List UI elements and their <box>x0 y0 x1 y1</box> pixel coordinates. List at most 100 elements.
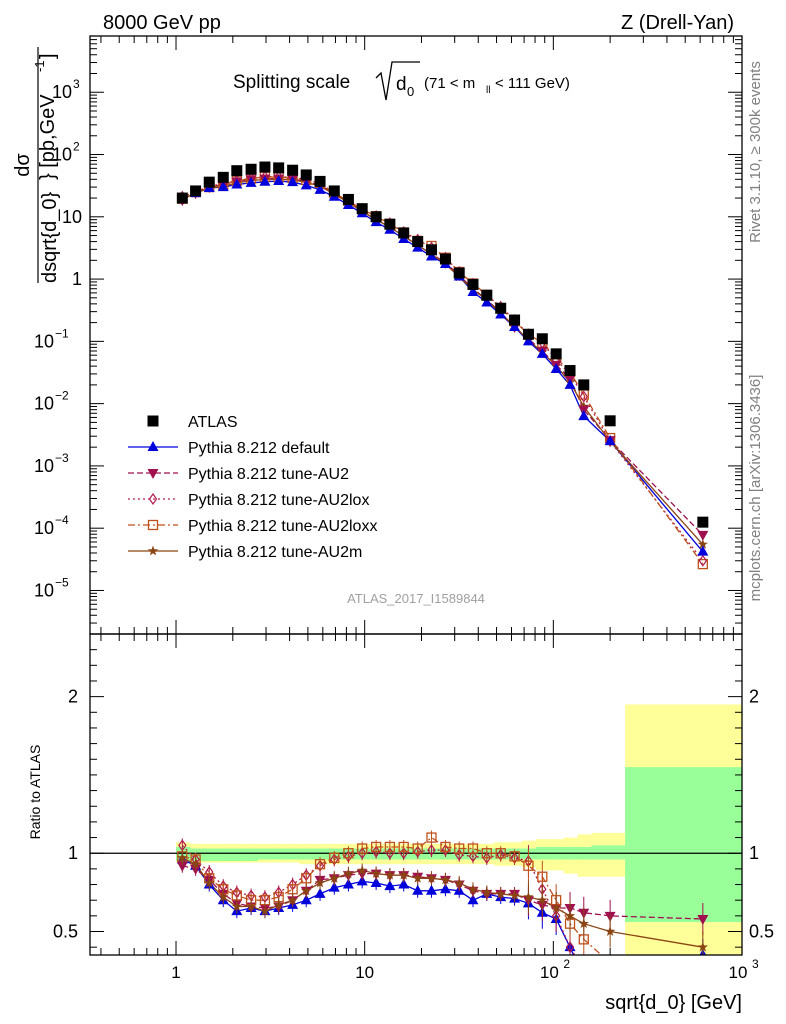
y-tick-label: 10 <box>34 518 54 538</box>
y-tick-label-exp: −1 <box>55 326 69 340</box>
x-tick-label-exp: 2 <box>563 957 570 971</box>
y-tick-label: 10 <box>62 207 82 227</box>
ratio-point-AU2lox <box>357 847 367 860</box>
ratio-point-AU2m <box>481 886 492 897</box>
point-ATLAS <box>398 227 410 239</box>
ratio-point-AU2m <box>604 926 616 936</box>
ratio-point-AU2loxx <box>370 841 382 853</box>
point-ATLAS <box>245 163 257 175</box>
ratio-point-AU2m <box>301 885 312 896</box>
ratio-point-AU2m <box>218 891 229 902</box>
legend-label-AU2m: Pythia 8.212 tune-AU2m <box>188 544 362 561</box>
point-ATLAS <box>412 236 424 248</box>
ratio-point-AU2loxx <box>509 851 520 862</box>
y-label-unit: } [pb,GeV <box>37 94 59 180</box>
ratio-point-AU2m <box>384 869 396 880</box>
band-inner-segment <box>214 848 224 862</box>
point-ATLAS <box>342 193 354 205</box>
point-AU2m <box>697 538 709 549</box>
point-default <box>481 296 493 307</box>
point-default <box>578 410 590 421</box>
y-tick-label-exp: −2 <box>55 389 69 403</box>
ratio-point-AU2lox <box>371 845 381 858</box>
ratio-point-AU2loxx <box>495 848 506 859</box>
ratio-point-AU2m <box>245 901 257 911</box>
main-y-label: dσ dsqrt{d_0} } [pb,GeV -1 ] <box>12 47 61 283</box>
point-default <box>231 178 243 189</box>
ratio-point-AU2loxx <box>440 841 451 853</box>
ratio-point-default <box>328 881 340 892</box>
point-default <box>536 347 548 358</box>
ratio-point-AU2loxx <box>301 873 312 884</box>
ratio-point-AU2m <box>467 883 479 894</box>
point-ATLAS <box>370 211 382 223</box>
main-title-symbol: d <box>396 74 407 95</box>
ratio-point-AU2loxx <box>481 848 492 859</box>
point-default <box>245 176 257 187</box>
point-ATLAS <box>190 185 202 197</box>
ratio-point-AU2m <box>259 905 271 916</box>
point-ATLAS <box>217 171 229 183</box>
legend-label-AU2: Pythia 8.212 tune-AU2 <box>188 466 349 483</box>
ratio-point-default <box>314 887 326 898</box>
ratio-point-AU2loxx <box>329 852 340 864</box>
band-inner-segment <box>257 848 272 860</box>
main-title-range: (71 < m <box>424 75 475 92</box>
ratio-point-AU2m <box>509 890 520 900</box>
legend-label-AU2loxx: Pythia 8.212 tune-AU2loxx <box>188 518 377 535</box>
y-label-denominator: dsqrt{d_0} <box>39 191 61 283</box>
band-inner-segment <box>494 848 509 860</box>
y-label-unit-end: ] <box>37 53 59 59</box>
legend: ATLAS Pythia 8.212 default Pythia 8.212 tu… <box>128 414 377 561</box>
legend-label-ATLAS: ATLAS <box>188 414 238 431</box>
ratio-point-default <box>342 878 354 889</box>
point-ATLAS <box>439 253 451 265</box>
band-inner-segment <box>223 848 234 862</box>
point-ATLAS <box>604 415 616 427</box>
point-ATLAS <box>287 164 299 176</box>
ratio-y-tick-label: 2 <box>68 687 78 707</box>
ratio-point-default <box>467 894 479 905</box>
ratio-point-default <box>425 884 437 895</box>
point-default <box>564 378 576 389</box>
ratio-point-default <box>412 884 424 895</box>
ratio-point-AU2lox <box>441 844 450 857</box>
watermark-label: ATLAS_2017_I1589844 <box>347 591 485 606</box>
side-label-rivet: Rivet 3.1.10, ≥ 300k events <box>747 61 764 243</box>
main-title-range-end: < 111 GeV) <box>495 75 570 92</box>
band-inner-segment <box>625 767 743 923</box>
ratio-point-AU2m <box>357 864 368 875</box>
header-left: 8000 GeV pp <box>103 12 221 34</box>
ratio-point-AU2m <box>697 941 709 952</box>
main-title-range-sub: ll <box>486 85 490 96</box>
y-tick-label: 10 <box>52 82 72 102</box>
band-inner-segment <box>522 848 537 860</box>
point-default <box>522 335 534 346</box>
ratio-point-default <box>384 880 396 891</box>
point-ATLAS <box>356 203 368 215</box>
x-tick-label: 1 <box>171 963 180 982</box>
y-label-unit-sup: -1 <box>32 60 47 72</box>
ratio-point-AU2m <box>190 858 201 869</box>
x-tick-label: 10 <box>355 963 374 982</box>
band-inner-segment <box>285 848 300 860</box>
legend-marker-ATLAS <box>147 415 159 427</box>
point-ATLAS <box>481 289 493 301</box>
series-line-AU2loxx <box>182 176 704 565</box>
ratio-point-AU2m <box>564 910 576 921</box>
x-tick-label-exp: 3 <box>752 957 759 971</box>
band-inner-segment <box>203 848 215 862</box>
legend-label-default: Pythia 8.212 default <box>188 440 330 457</box>
ratio-y-label: Ratio to ATLAS <box>27 745 43 840</box>
y-tick-label: 10 <box>34 331 54 351</box>
ratio-point-AU2m <box>550 902 562 913</box>
ratio-point-default <box>398 878 410 889</box>
band-inner-segment <box>591 845 626 860</box>
point-default <box>259 175 271 186</box>
ratio-point-AU2loxx <box>384 841 396 853</box>
point-default <box>550 362 562 373</box>
point-AU2loxx <box>697 558 708 570</box>
band-inner-segment <box>299 848 314 860</box>
ratio-point-AU2m <box>314 877 326 888</box>
